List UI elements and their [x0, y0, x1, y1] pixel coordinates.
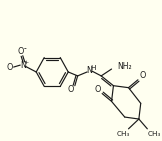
Text: CH₃: CH₃ [147, 131, 161, 137]
Text: O: O [7, 63, 13, 72]
Text: O: O [139, 71, 146, 80]
Text: O: O [68, 85, 74, 94]
Text: N: N [20, 61, 26, 70]
Text: -: - [23, 44, 26, 53]
Text: +: + [24, 60, 29, 65]
Text: N: N [86, 67, 92, 75]
Text: O: O [94, 85, 101, 94]
Text: NH₂: NH₂ [117, 62, 132, 71]
Text: O: O [18, 47, 24, 56]
Text: CH₃: CH₃ [116, 131, 130, 137]
Text: H: H [90, 65, 96, 70]
